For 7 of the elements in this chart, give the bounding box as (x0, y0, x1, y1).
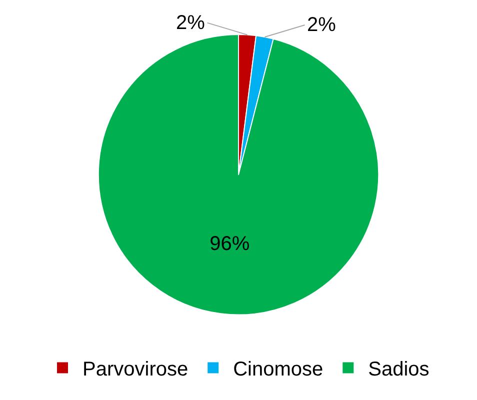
legend-label: Parvovirose (82, 358, 188, 380)
data-label: 2% (176, 12, 206, 34)
data-label: 96% (210, 233, 250, 256)
legend-label: Cinomose (233, 358, 324, 380)
legend-label: Sadios (368, 358, 430, 380)
pie-slice (98, 34, 380, 315)
data-label: 2% (307, 14, 336, 36)
